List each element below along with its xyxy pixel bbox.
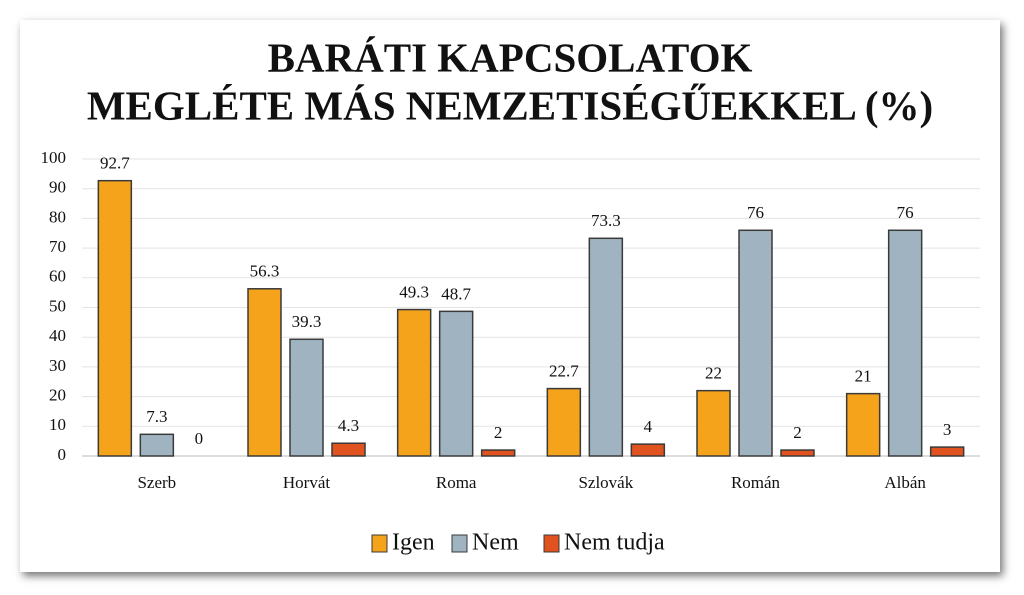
value-label: 2 xyxy=(793,423,802,442)
bar xyxy=(696,389,731,457)
y-tick-label: 80 xyxy=(49,207,66,226)
chart-title: MEGLÉTE MÁS NEMZETISÉGŰEKKEL (%) xyxy=(87,82,933,128)
value-label: 39.3 xyxy=(292,312,322,331)
value-label: 49.3 xyxy=(399,282,429,301)
bar xyxy=(588,237,624,457)
value-label: 21 xyxy=(855,367,872,386)
chart-title: BARÁTI KAPCSOLATOK xyxy=(268,34,753,80)
bar xyxy=(630,443,666,457)
value-label: 3 xyxy=(943,420,952,439)
y-tick-label: 70 xyxy=(49,237,66,256)
legend-swatch xyxy=(371,534,388,553)
value-label: 56.3 xyxy=(250,262,280,281)
bar xyxy=(331,442,366,457)
value-label: 22 xyxy=(705,364,722,383)
y-tick-label: 40 xyxy=(49,326,66,345)
bar xyxy=(438,310,474,457)
legend-swatch xyxy=(451,534,468,553)
chart-card xyxy=(20,20,1000,572)
bar xyxy=(97,179,133,457)
bar xyxy=(247,288,282,457)
value-label: 4.3 xyxy=(338,416,359,435)
y-tick-label: 60 xyxy=(49,267,66,286)
x-tick-label: Roma xyxy=(436,473,477,492)
value-label: 92.7 xyxy=(100,154,130,173)
value-label: 22.7 xyxy=(549,361,579,380)
x-tick-label: Horvát xyxy=(283,473,330,492)
bar xyxy=(929,446,965,457)
y-tick-label: 10 xyxy=(49,415,66,434)
bar xyxy=(139,433,175,457)
x-tick-label: Román xyxy=(731,473,781,492)
value-label: 2 xyxy=(494,423,503,442)
y-tick-label: 50 xyxy=(49,296,66,315)
legend-label: Igen xyxy=(392,530,435,556)
value-label: 76 xyxy=(897,203,914,222)
legend-swatch xyxy=(543,534,560,553)
value-label: 73.3 xyxy=(591,211,621,230)
value-label: 7.3 xyxy=(146,407,167,426)
bar xyxy=(845,392,881,457)
x-tick-label: Albán xyxy=(884,473,926,492)
legend-label: Nem xyxy=(472,530,519,556)
x-tick-label: Szerb xyxy=(137,473,176,492)
y-tick-label: 90 xyxy=(49,178,66,197)
value-label: 4 xyxy=(644,417,653,436)
bar xyxy=(546,387,582,457)
y-tick-label: 20 xyxy=(49,386,66,405)
value-label: 76 xyxy=(747,203,764,222)
y-tick-label: 30 xyxy=(49,356,66,375)
x-tick-label: Szlovák xyxy=(578,473,633,492)
bar xyxy=(738,229,773,457)
value-label: 48.7 xyxy=(441,284,471,303)
bar xyxy=(780,449,815,457)
bar xyxy=(289,338,324,457)
bar xyxy=(887,229,923,457)
bar xyxy=(480,449,516,457)
value-label: 0 xyxy=(195,429,204,448)
legend-label: Nem tudja xyxy=(564,530,665,556)
y-tick-label: 100 xyxy=(41,148,67,167)
bar xyxy=(396,308,432,457)
y-tick-label: 0 xyxy=(58,445,67,464)
